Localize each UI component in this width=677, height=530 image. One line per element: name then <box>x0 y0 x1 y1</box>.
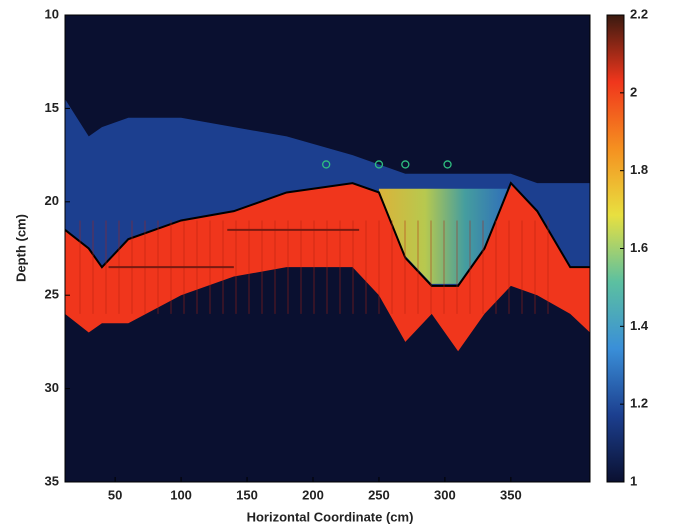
colorbar-tick-label: 1.4 <box>630 318 649 333</box>
x-tick-label: 250 <box>368 487 390 502</box>
colorbar-tick-label: 2 <box>630 84 637 99</box>
x-tick-label: 150 <box>236 487 258 502</box>
plot-frame <box>64 14 591 483</box>
x-tick-label: 300 <box>434 487 456 502</box>
marker <box>443 160 452 169</box>
area <box>65 267 590 482</box>
colorbar-tick-label: 2.2 <box>630 6 648 21</box>
marker <box>401 160 410 169</box>
boundary-line <box>65 181 590 287</box>
colorbar-tick-label: 1.2 <box>630 396 648 411</box>
colorbar-tick-label: 1.8 <box>630 162 648 177</box>
mixed-zone <box>378 181 511 284</box>
x-tick-label: 350 <box>500 487 522 502</box>
y-tick-label: 25 <box>45 287 59 302</box>
y-tick-label: 35 <box>45 473 59 488</box>
colorbar-tick-label: 1 <box>630 473 637 488</box>
marker <box>374 160 384 169</box>
x-tick-label: 50 <box>108 487 122 502</box>
marker <box>322 160 331 169</box>
plot-area <box>65 15 590 482</box>
x-tick-label: 200 <box>302 487 324 502</box>
y-axis-label: Depth (cm) <box>13 214 28 282</box>
y-tick-label: 10 <box>45 6 59 21</box>
y-tick-label: 15 <box>45 100 59 115</box>
y-tick-label: 20 <box>45 193 59 208</box>
colorbar-tick-label: 1.6 <box>630 240 648 255</box>
x-axis-label: Horizontal Coordinate (cm) <box>247 509 414 524</box>
y-tick-label: 30 <box>45 380 59 395</box>
x-tick-label: 100 <box>170 487 192 502</box>
